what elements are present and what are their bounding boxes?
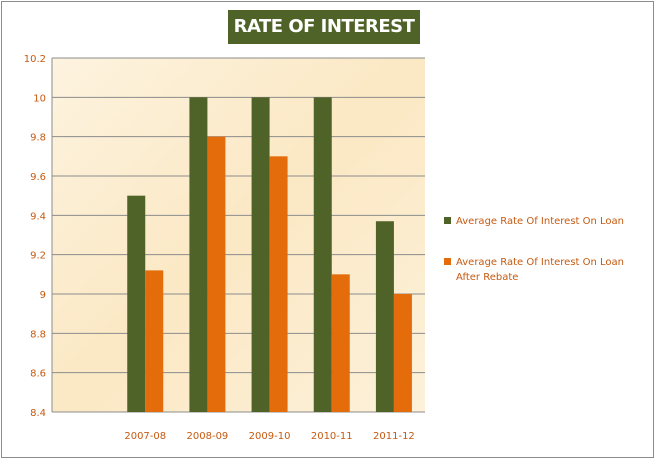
bar-after-rebate-2008-09 [207,136,226,412]
bar-loan-rate-2010-11 [313,97,332,412]
x-tick-label: 2008-09 [187,431,229,442]
y-tick-label: 9.6 [30,172,46,183]
x-tick-label: 2007-08 [124,431,166,442]
y-tick-label: 10 [33,93,46,104]
legend-label: Average Rate Of Interest On Loan [456,216,624,227]
y-tick-label: 9.4 [30,211,46,222]
bar-loan-rate-2011-12 [375,221,394,412]
y-tick-label: 8.6 [30,369,46,380]
x-tick-label: 2009-10 [249,431,291,442]
bar-after-rebate-2009-10 [269,156,288,412]
bar-loan-rate-2009-10 [251,97,270,412]
bar-loan-rate-2007-08 [127,195,146,412]
x-tick-label: 2011-12 [373,431,415,442]
bar-loan-rate-2008-09 [189,97,208,412]
y-tick-label: 9.8 [30,133,46,144]
legend-label: Average Rate Of Interest On Loan After Re… [456,257,624,283]
y-tick-label: 8.4 [30,408,46,419]
y-tick-label: 8.8 [30,329,46,340]
y-tick-label: 9.2 [30,251,46,262]
x-tick-label: 2010-11 [311,431,353,442]
legend-swatch [444,217,451,224]
chart-title: RATE OF INTEREST [228,10,420,44]
bar-after-rebate-2007-08 [145,270,164,412]
legend-swatch [444,258,451,265]
y-tick-label: 9 [40,290,46,301]
bar-after-rebate-2011-12 [393,294,412,412]
y-tick-label: 10.2 [24,54,46,65]
bar-after-rebate-2010-11 [331,274,350,412]
plot-area [52,58,425,412]
